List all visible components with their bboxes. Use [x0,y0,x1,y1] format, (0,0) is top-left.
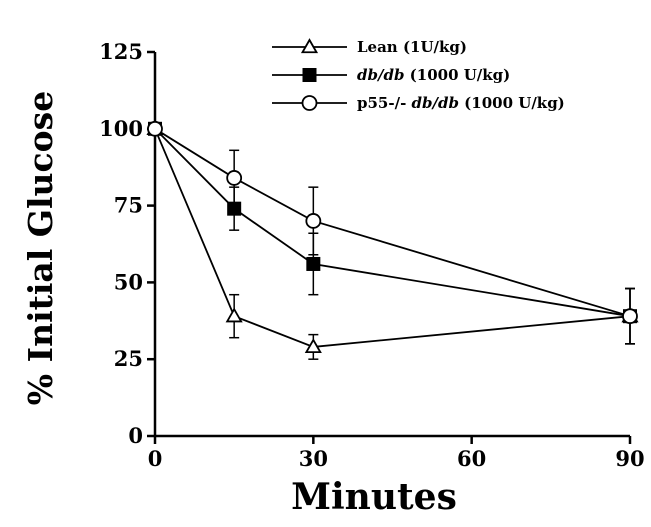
series-1 [146,119,639,360]
legend-label: Lean (1U/kg) [357,38,467,56]
x-tick-label: 30 [299,446,328,471]
legend-item-2: db/db (1000 U/kg) [272,66,510,84]
x-tick-label: 60 [457,446,486,471]
legend-item-1: Lean (1U/kg) [272,38,467,56]
y-tick-label: 25 [114,346,143,371]
legend-marker [301,95,318,111]
legend-label-part: Lean [357,38,398,56]
legend-label-part: (1U/kg) [398,38,467,56]
legend-marker [302,68,317,82]
x-axis-title: Minutes [291,476,457,518]
data-point [622,308,638,325]
legend-label-part: (1000 U/kg) [404,66,510,84]
series-line [154,128,631,318]
data-point [305,213,322,229]
y-axis-title: % Initial Glucose [21,91,60,405]
legend-marker [300,38,319,54]
data-point [304,338,322,354]
legend-label-part: db/db [357,66,404,84]
y-tick-label: 50 [114,269,143,294]
series-line [154,128,631,318]
legend-label-part: db/db [406,94,459,112]
y-tick-label: 75 [114,193,143,218]
legend-label: db/db (1000 U/kg) [357,66,510,84]
legend-item-3: p55-/- db/db (1000 U/kg) [272,94,565,112]
series-layer [146,119,639,360]
y-tick-label: 125 [99,39,143,64]
data-point [306,256,321,271]
x-tick-label: 90 [615,446,644,471]
y-tick-label: 100 [99,116,143,141]
data-point [226,170,243,186]
legend-label: p55-/- db/db (1000 U/kg) [357,94,565,112]
legend-label-part: p55-/- [357,94,406,112]
series-3 [147,120,638,345]
y-tick-label: 0 [128,423,143,448]
data-point [147,120,163,137]
series-2 [148,121,637,345]
legend-label-part: (1000 U/kg) [459,94,565,112]
data-point [225,307,243,323]
x-tick-label: 0 [148,446,163,471]
series-line [154,128,631,348]
legend: Lean (1U/kg)db/db (1000 U/kg)p55-/- db/d… [272,38,565,112]
axes: 0 25 50 75 100 125 0 30 60 90 [99,39,644,471]
